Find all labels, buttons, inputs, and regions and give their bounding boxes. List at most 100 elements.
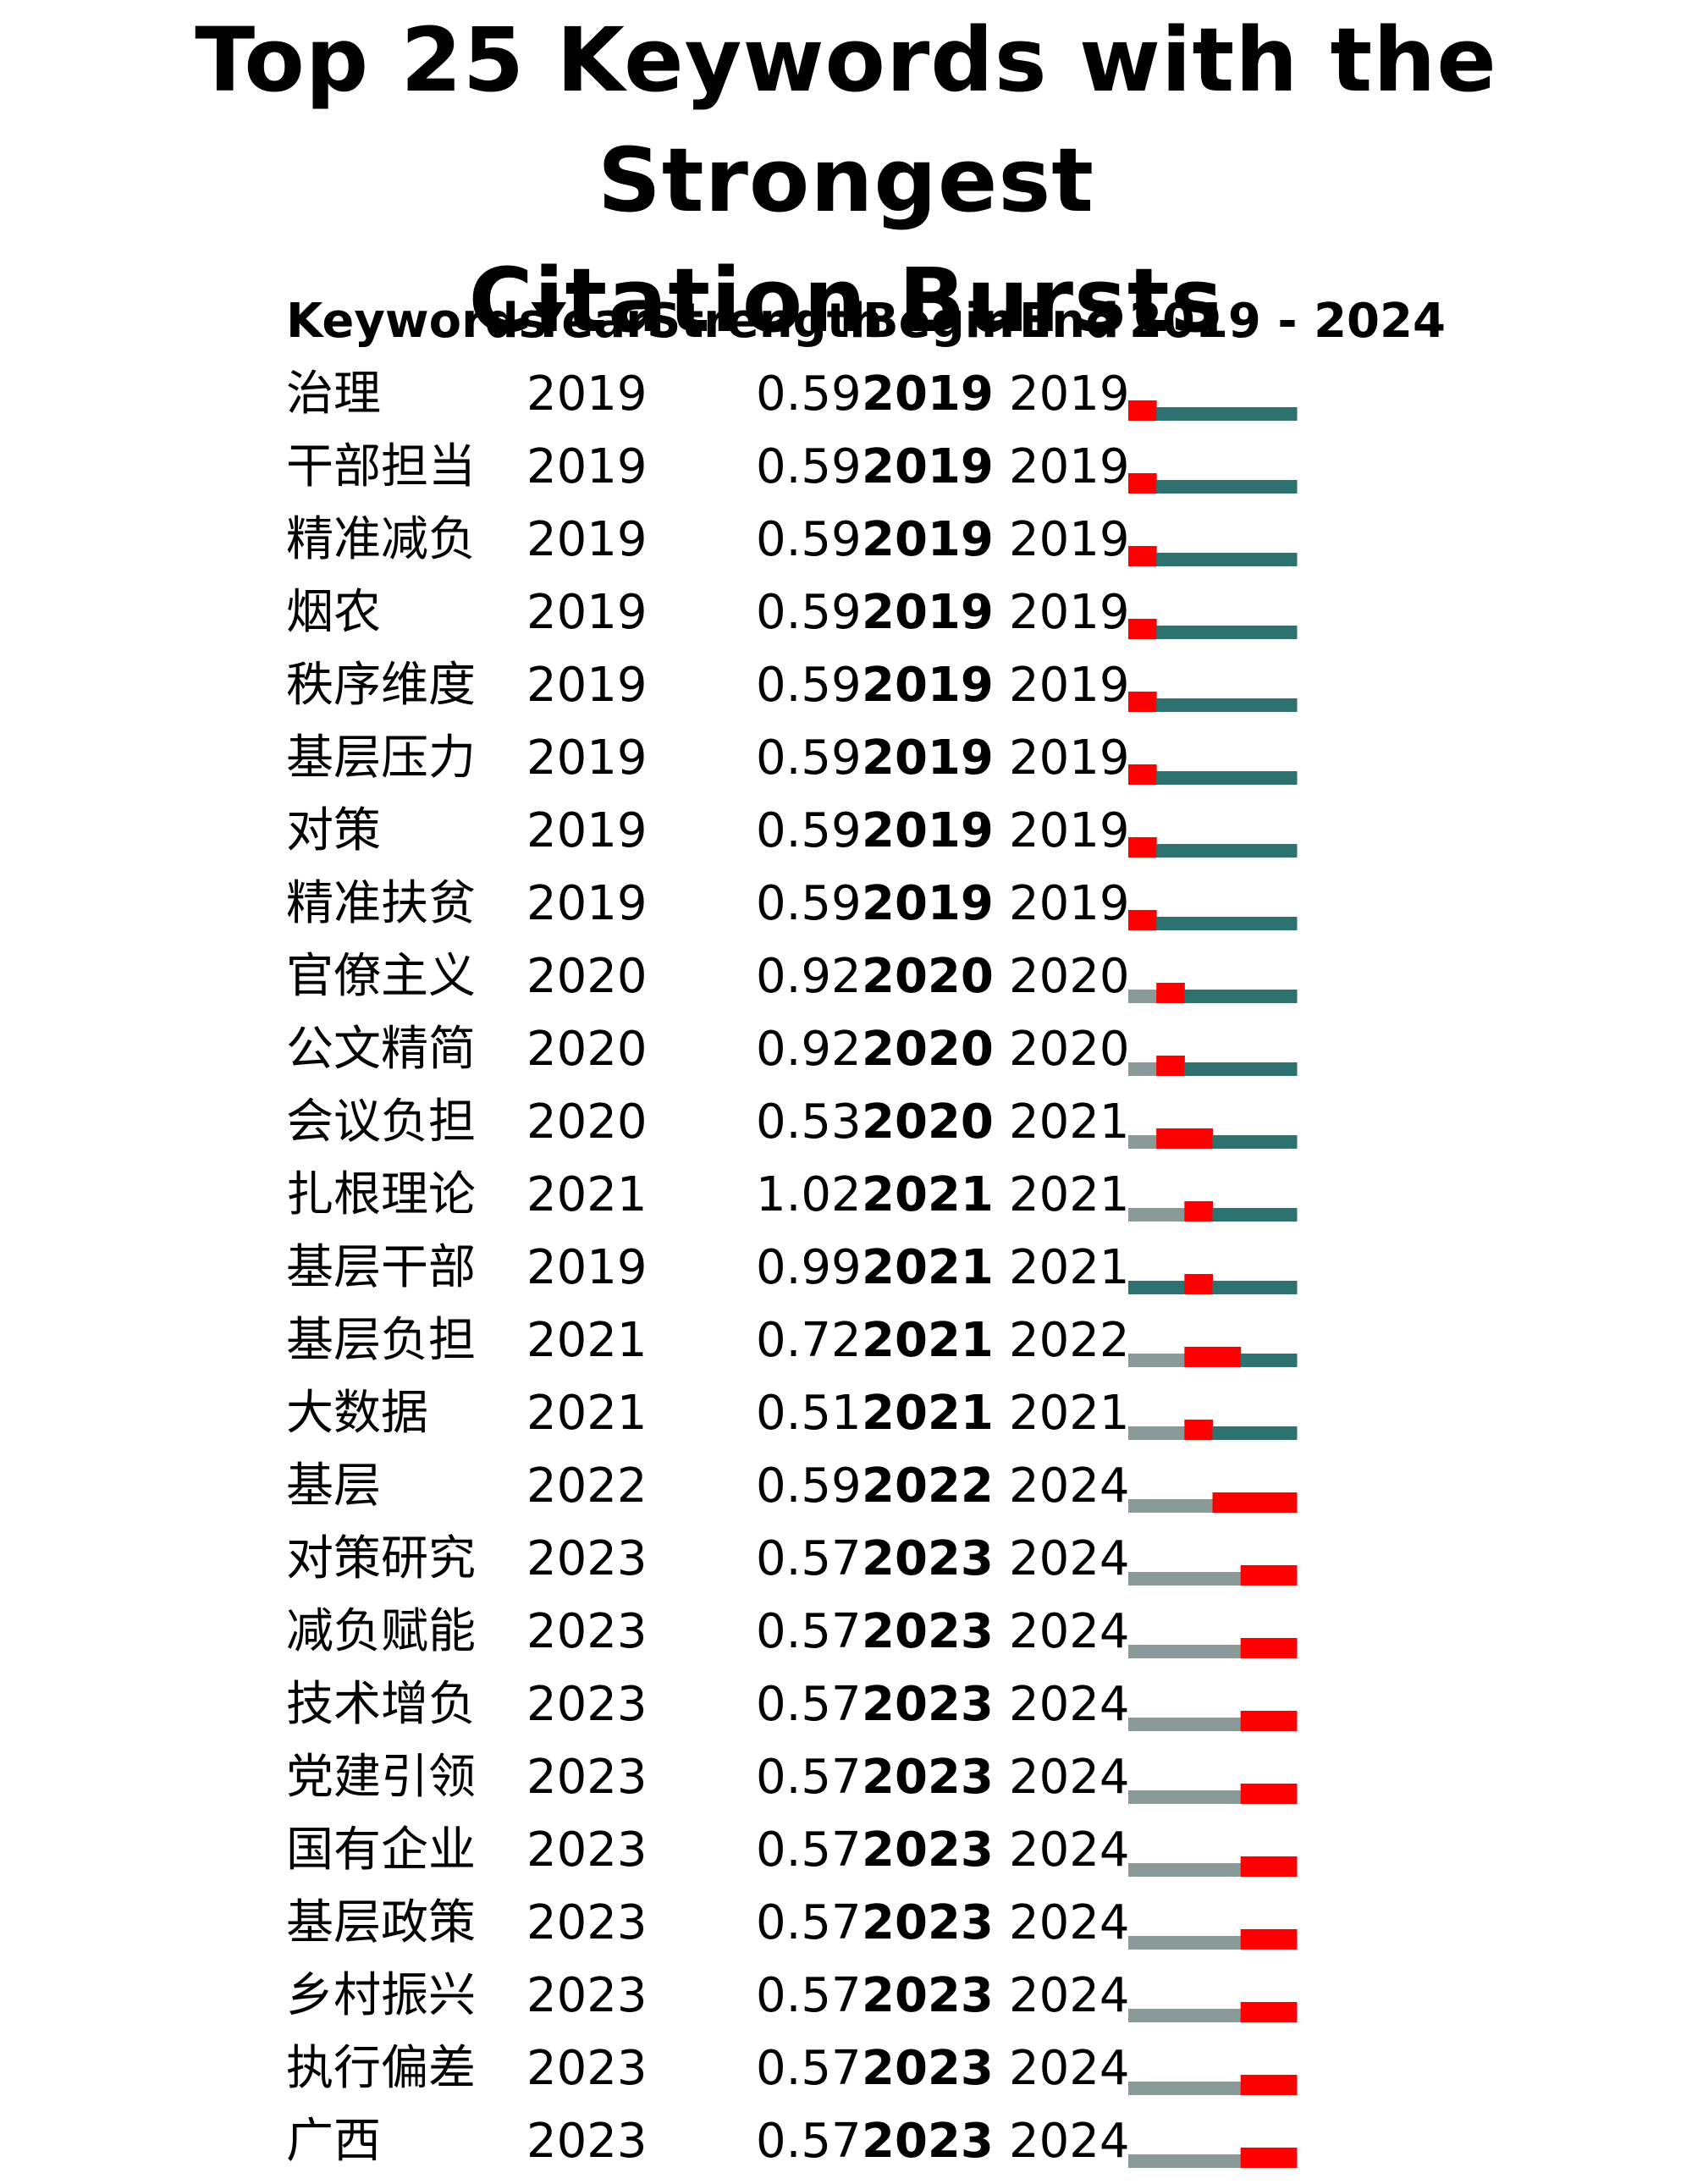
- burst-segment: [1156, 983, 1185, 1003]
- active-segment: [1212, 1281, 1242, 1294]
- table-row: 基层负担 2021 0.72 2021 2022: [0, 1310, 1692, 1383]
- burst-segment: [1240, 1565, 1270, 1586]
- strength-cell: 0.59: [756, 658, 862, 713]
- year-cell: 2023: [526, 1823, 648, 1878]
- active-segment: [1184, 1062, 1213, 1076]
- inactive-segment: [1156, 1354, 1185, 1367]
- burst-timeline-bar: [1128, 546, 1298, 566]
- begin-cell: 2023: [862, 1531, 994, 1586]
- active-segment: [1212, 407, 1242, 421]
- burst-timeline-bar: [1128, 1420, 1298, 1440]
- table-row: 干部担当 2019 0.59 2019 2019: [0, 437, 1692, 510]
- burst-segment: [1240, 2148, 1270, 2168]
- year-cell: 2021: [526, 1386, 648, 1441]
- active-segment: [1212, 480, 1242, 494]
- burst-segment: [1268, 1638, 1298, 1658]
- begin-cell: 2019: [862, 367, 994, 422]
- burst-segment: [1184, 1201, 1213, 1222]
- active-segment: [1184, 990, 1213, 1003]
- active-segment: [1212, 1208, 1242, 1222]
- active-segment: [1268, 844, 1298, 858]
- burst-timeline-bar: [1128, 1347, 1298, 1367]
- begin-cell: 2019: [862, 439, 994, 494]
- keyword-cell: 精准减负: [286, 512, 476, 567]
- inactive-segment: [1184, 1863, 1213, 1877]
- burst-timeline-bar: [1128, 2148, 1298, 2168]
- inactive-segment: [1212, 1572, 1242, 1586]
- strength-cell: 0.57: [756, 1677, 862, 1732]
- inactive-segment: [1156, 1936, 1185, 1950]
- active-segment: [1156, 480, 1185, 494]
- begin-cell: 2019: [862, 585, 994, 640]
- inactive-segment: [1156, 1426, 1185, 1440]
- active-segment: [1156, 844, 1185, 858]
- end-cell: 2021: [1009, 1167, 1130, 1222]
- inactive-segment: [1128, 1499, 1157, 1513]
- table-row: 基层政策 2023 0.57 2023 2024: [0, 1893, 1692, 1966]
- table-row: 党建引领 2023 0.57 2023 2024: [0, 1747, 1692, 1820]
- active-segment: [1240, 844, 1270, 858]
- inactive-segment: [1128, 1718, 1157, 1731]
- column-header-year: Year: [532, 294, 649, 349]
- year-cell: 2023: [526, 1968, 648, 2023]
- inactive-segment: [1128, 1572, 1157, 1586]
- end-cell: 2019: [1009, 876, 1130, 931]
- year-cell: 2021: [526, 1313, 648, 1368]
- end-cell: 2024: [1009, 1677, 1130, 1732]
- inactive-segment: [1128, 1936, 1157, 1950]
- end-cell: 2021: [1009, 1386, 1130, 1441]
- year-cell: 2023: [526, 1895, 648, 1950]
- strength-cell: 0.92: [756, 949, 862, 1004]
- table-row: 治理 2019 0.59 2019 2019: [0, 364, 1692, 437]
- keyword-cell: 广西: [286, 2114, 381, 2169]
- year-cell: 2019: [526, 1240, 648, 1295]
- begin-cell: 2023: [862, 1677, 994, 1732]
- table-row: 精准减负 2019 0.59 2019 2019: [0, 510, 1692, 582]
- burst-segment: [1268, 1565, 1298, 1586]
- column-header-row: Keywords Year Strength Begin End 2019 - …: [0, 292, 1692, 351]
- end-cell: 2020: [1009, 949, 1130, 1004]
- begin-cell: 2023: [862, 1604, 994, 1659]
- active-segment: [1184, 917, 1213, 930]
- active-segment: [1268, 771, 1298, 785]
- end-cell: 2021: [1009, 1240, 1130, 1295]
- inactive-segment: [1128, 1062, 1157, 1076]
- year-cell: 2023: [526, 1750, 648, 1805]
- active-segment: [1240, 1062, 1270, 1076]
- burst-segment: [1240, 2002, 1270, 2022]
- chart-title-line-1: Top 25 Keywords with the Strongest: [195, 8, 1497, 232]
- inactive-segment: [1212, 1790, 1242, 1804]
- active-segment: [1156, 1281, 1185, 1294]
- table-row: 烟农 2019 0.59 2019 2019: [0, 582, 1692, 655]
- active-segment: [1240, 990, 1270, 1003]
- strength-cell: 0.59: [756, 876, 862, 931]
- inactive-segment: [1156, 2009, 1185, 2022]
- strength-cell: 0.92: [756, 1022, 862, 1077]
- active-segment: [1268, 1354, 1298, 1367]
- active-segment: [1212, 917, 1242, 930]
- year-cell: 2019: [526, 439, 648, 494]
- strength-cell: 0.57: [756, 1604, 862, 1659]
- begin-cell: 2023: [862, 1968, 994, 2023]
- year-cell: 2023: [526, 1531, 648, 1586]
- active-segment: [1184, 844, 1213, 858]
- year-cell: 2019: [526, 876, 648, 931]
- table-row: 会议负担 2020 0.53 2020 2021: [0, 1092, 1692, 1165]
- strength-cell: 0.72: [756, 1313, 862, 1368]
- keyword-cell: 基层压力: [286, 731, 476, 786]
- inactive-segment: [1128, 1354, 1157, 1367]
- burst-segment: [1240, 1929, 1270, 1950]
- active-segment: [1156, 917, 1185, 930]
- burst-timeline-bar: [1128, 473, 1298, 494]
- table-row: 技术增负 2023 0.57 2023 2024: [0, 1674, 1692, 1747]
- year-cell: 2023: [526, 1677, 648, 1732]
- active-segment: [1212, 771, 1242, 785]
- burst-segment: [1268, 1856, 1298, 1877]
- inactive-segment: [1184, 2082, 1213, 2095]
- burst-segment: [1212, 1347, 1242, 1367]
- keyword-cell: 扎根理论: [286, 1167, 476, 1222]
- end-cell: 2024: [1009, 1531, 1130, 1586]
- inactive-segment: [1184, 2154, 1213, 2168]
- active-segment: [1212, 844, 1242, 858]
- keyword-cell: 官僚主义: [286, 949, 476, 1004]
